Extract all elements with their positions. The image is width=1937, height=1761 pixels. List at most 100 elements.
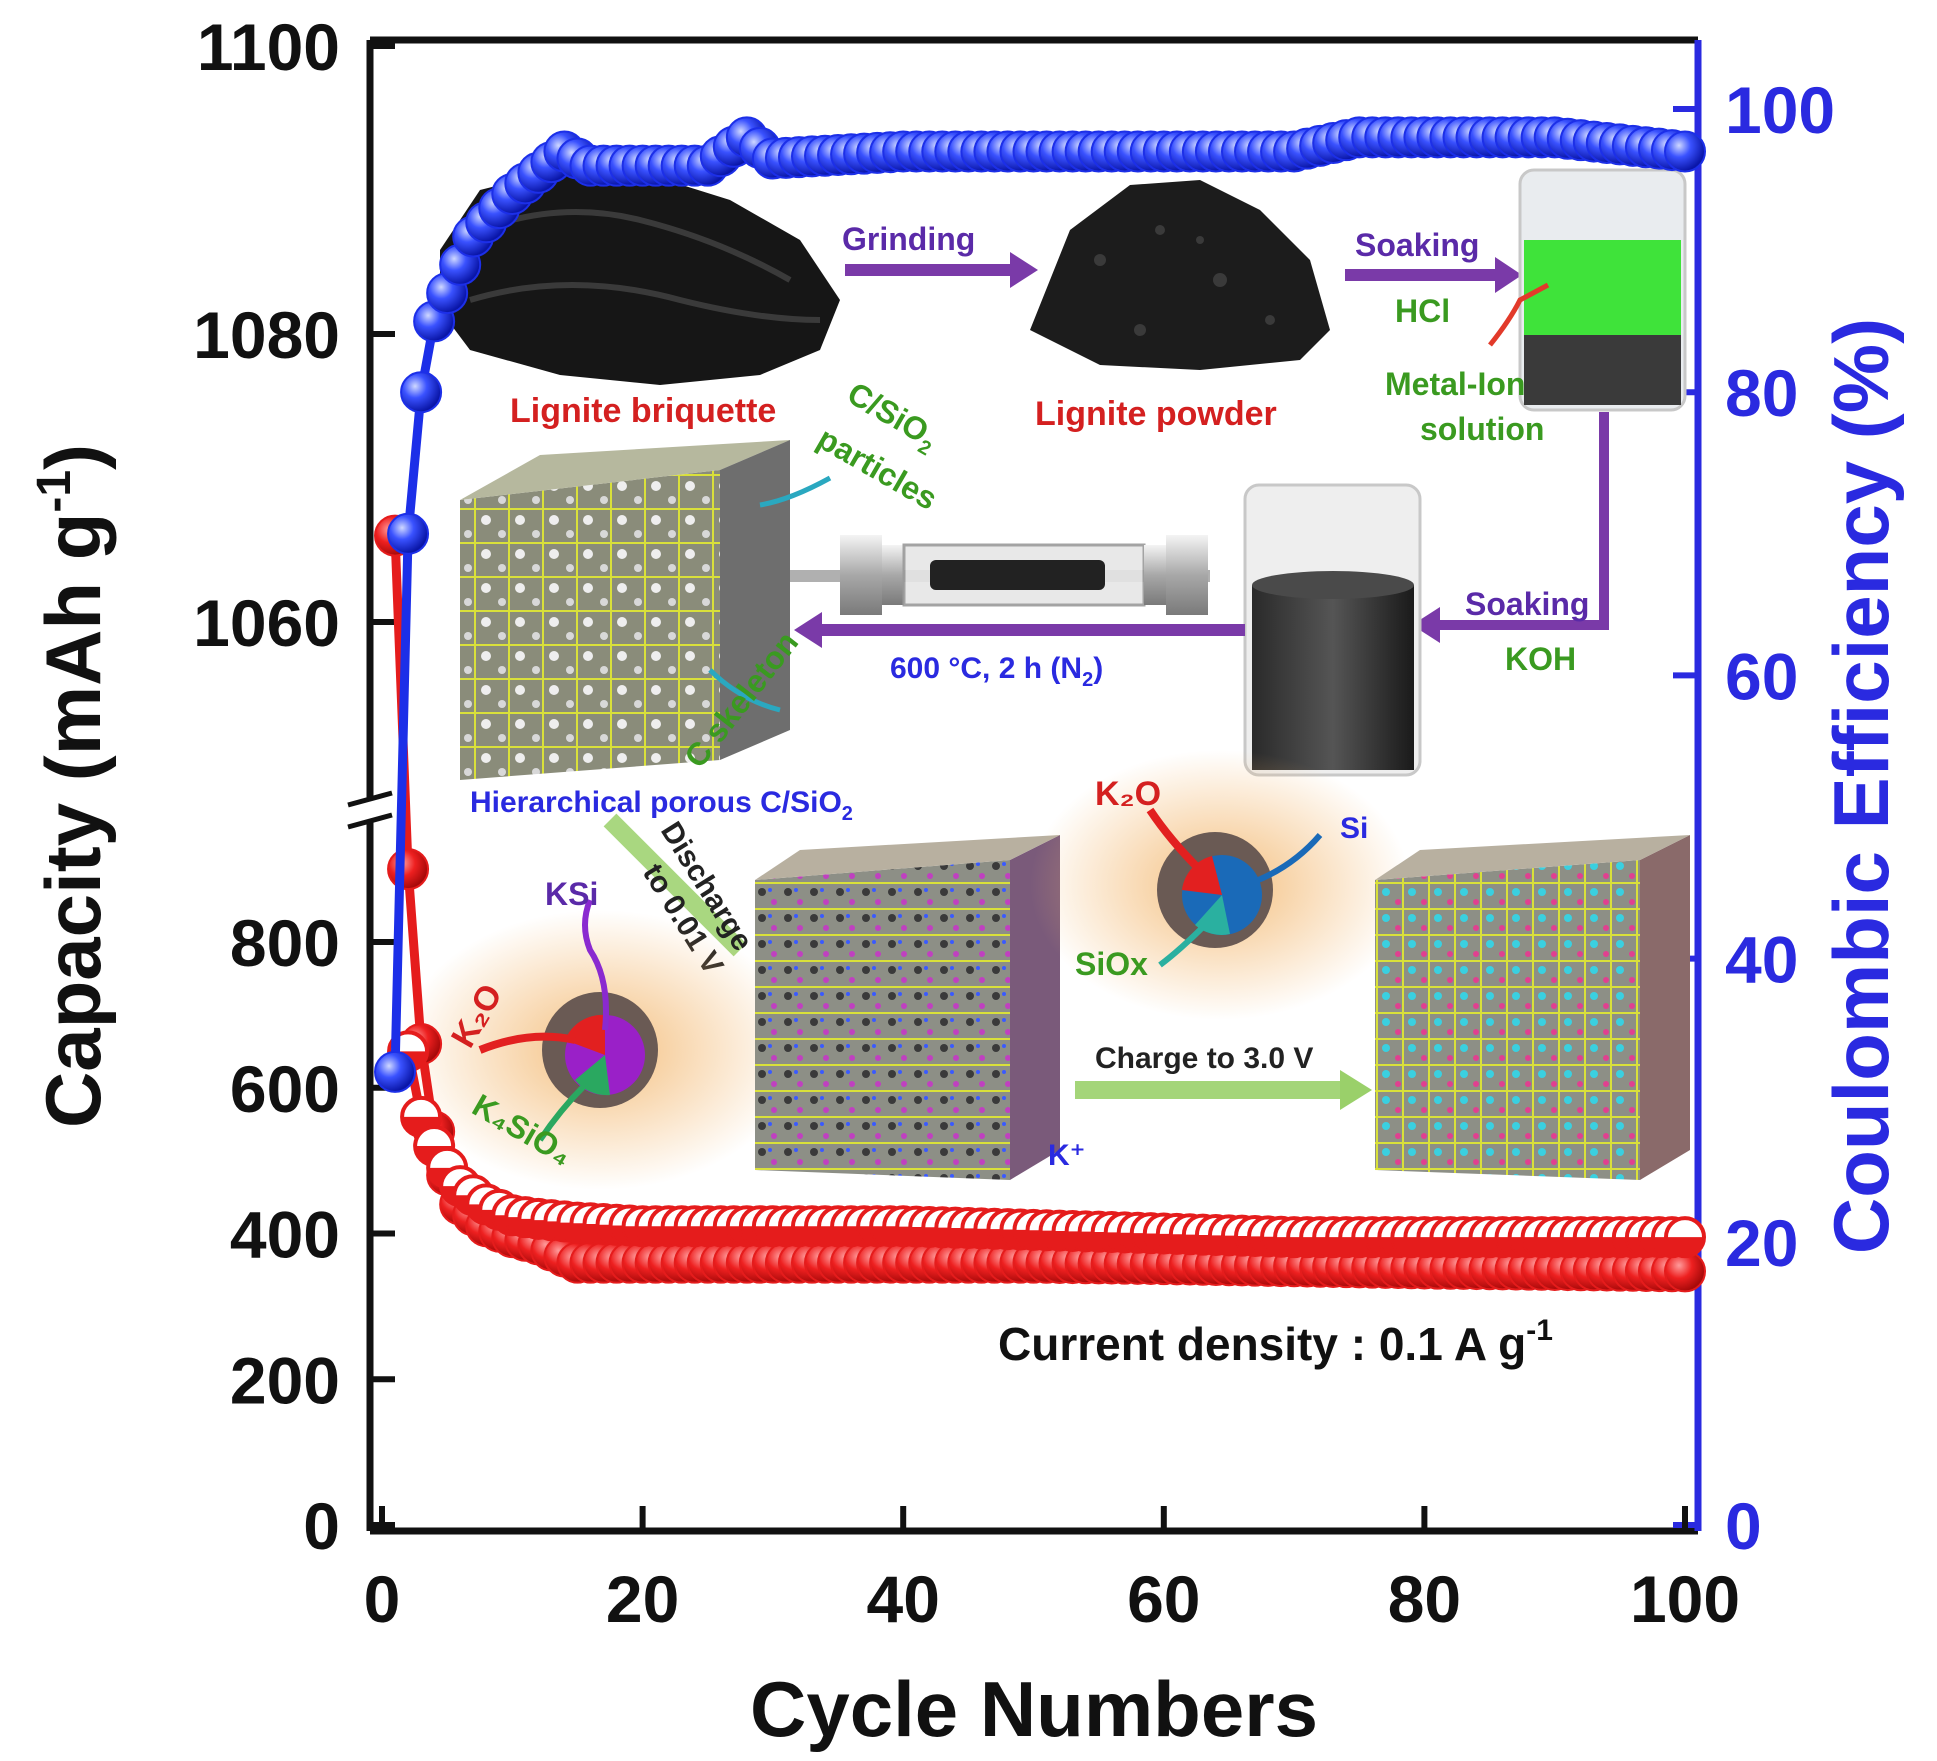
right-tick-label: 40 [1725, 923, 1798, 997]
left-tick-label: 1060 [193, 586, 340, 660]
current-density-sup: -1 [1526, 1314, 1553, 1347]
furnace-label-main: 600 °C, 2 h (N [890, 652, 1082, 685]
porous-cube-side [720, 440, 790, 760]
porous-cube-top [460, 440, 790, 500]
left-tick-label: 400 [230, 1198, 340, 1272]
data-point-efficiency [374, 1050, 417, 1093]
particle-red-wedge-left [565, 1014, 605, 1055]
axis-break-mark-1 [347, 790, 393, 808]
furnace-left-flange [882, 545, 904, 605]
data-point-efficiency [387, 512, 430, 555]
label-furnace: 600 °C, 2 h (N2) [890, 652, 1103, 691]
synthesis-schematic: Lignite briquette Grinding Lignite powde… [400, 168, 1690, 1190]
y-axis-left-title-main: Capacity (mAh g [29, 513, 117, 1128]
hierarchical-main: Hierarchical porous C/SiO [470, 786, 842, 819]
koh-beaker-liquid [1252, 585, 1414, 770]
powder-specks [1094, 225, 1275, 336]
discharged-cube-top [755, 835, 1060, 880]
left-tick-label: 0 [303, 1489, 340, 1563]
label-k-plus: K⁺ [1048, 1139, 1086, 1172]
metal-ion-pointer [1488, 282, 1550, 347]
y-axis-right-title: Coulombic Efficiency (%) [1817, 318, 1905, 1254]
bottom-tick-label: 40 [866, 1562, 939, 1636]
lignite-powder-image [1030, 180, 1330, 370]
charged-cube-top [1375, 835, 1690, 880]
right-tick-label: 20 [1725, 1206, 1798, 1280]
charge-arrow-head [1340, 1070, 1372, 1110]
furnace-label-sub: 2 [1082, 669, 1093, 691]
k4sio4-pointer [537, 1082, 588, 1142]
cs-particles-pointer [759, 475, 832, 508]
soaking-koh-arrow-head [1412, 607, 1440, 643]
bottom-axis-ticks: 0 20 40 60 80 100 [364, 1506, 1740, 1636]
label-lignite-briquette: Lignite briquette [510, 392, 776, 430]
discharged-cube-front [755, 860, 1010, 1180]
left-tick-label: 600 [230, 1052, 340, 1126]
label-soaking-top: Soaking [1355, 227, 1479, 263]
data-series [374, 116, 1706, 1293]
furnace-sample-boat [930, 560, 1105, 590]
current-density-label: Current density : 0.1 A g-1 [998, 1314, 1553, 1370]
left-tick-label: 800 [230, 906, 340, 980]
label-metal-ion-1: Metal-Ion [1385, 366, 1525, 402]
hierarchical-sub: 2 [842, 803, 853, 825]
bottom-tick-label: 60 [1127, 1562, 1200, 1636]
charged-cube-side [1640, 835, 1690, 1180]
data-point-discharge [387, 848, 430, 891]
label-koh: KOH [1505, 641, 1576, 677]
bottom-tick-label: 100 [1630, 1562, 1740, 1636]
point-fill [1666, 1237, 1704, 1257]
right-tick-label: 60 [1725, 639, 1798, 713]
series-1 [387, 1030, 1706, 1259]
k2o-left-pointer [478, 1032, 576, 1054]
furnace-arrow-head [794, 612, 822, 648]
porous-cube-front [460, 470, 720, 780]
koh-beaker-surface [1252, 571, 1414, 599]
charged-cube-front [1375, 860, 1640, 1180]
grinding-arrow-head [1010, 252, 1038, 288]
furnace-right-cap [1166, 535, 1208, 615]
y-axis-left-title-sup: -1 [28, 470, 81, 513]
axis-break-mark-2 [347, 812, 393, 830]
label-hcl: HCl [1395, 293, 1450, 329]
y-axis-left-title: Capacity (mAh g-1) [28, 444, 117, 1128]
current-density-main: Current density : 0.1 A g [998, 1318, 1526, 1370]
label-si: Si [1340, 812, 1368, 845]
data-point-efficiency [1664, 130, 1706, 173]
label-siox: SiOx [1075, 946, 1148, 982]
lignite-briquette-image [440, 170, 840, 385]
flow-connector [1435, 412, 1609, 630]
series-2 [374, 116, 1706, 1093]
label-metal-ion-2: solution [1420, 411, 1544, 447]
left-axis-ticks: 0 200 400 600 800 1060 1080 1100 [193, 10, 395, 1563]
particle-red-wedge-right [1182, 856, 1222, 895]
c-skeleton-pointer [708, 668, 781, 713]
right-axis-ticks: 0 20 40 60 80 100 [1673, 73, 1835, 1563]
data-point-charge [1664, 1216, 1706, 1259]
right-tick-label: 0 [1725, 1489, 1762, 1563]
ksi-pointer [582, 898, 609, 1031]
left-tick-label: 1100 [197, 10, 340, 84]
label-charge: Charge to 3.0 V [1095, 1042, 1313, 1075]
left-tick-label: 1080 [193, 298, 340, 372]
bottom-tick-label: 0 [364, 1562, 401, 1636]
discharge-arrow [603, 813, 747, 957]
label-lignite-powder: Lignite powder [1035, 395, 1277, 433]
furnace-left-cap [840, 535, 882, 615]
right-tick-label: 80 [1725, 356, 1798, 430]
bottom-tick-label: 80 [1388, 1562, 1461, 1636]
siox-pointer [1158, 922, 1208, 968]
y-axis-left-title-end: ) [29, 444, 117, 470]
k2o-right-pointer [1146, 807, 1203, 873]
label-grinding: Grinding [842, 221, 975, 257]
label-k2o-right: K₂O [1095, 775, 1161, 813]
label-soaking-mid: Soaking [1465, 586, 1589, 622]
bottom-tick-label: 20 [606, 1562, 679, 1636]
soaking-hcl-arrow-head [1495, 257, 1522, 293]
furnace-label-end: ) [1093, 652, 1103, 685]
x-axis-title: Cycle Numbers [750, 1665, 1318, 1753]
furnace-right-flange [1144, 545, 1166, 605]
hcl-beaker-dark-liquid [1524, 335, 1681, 405]
label-ksi: KSi [545, 876, 598, 912]
